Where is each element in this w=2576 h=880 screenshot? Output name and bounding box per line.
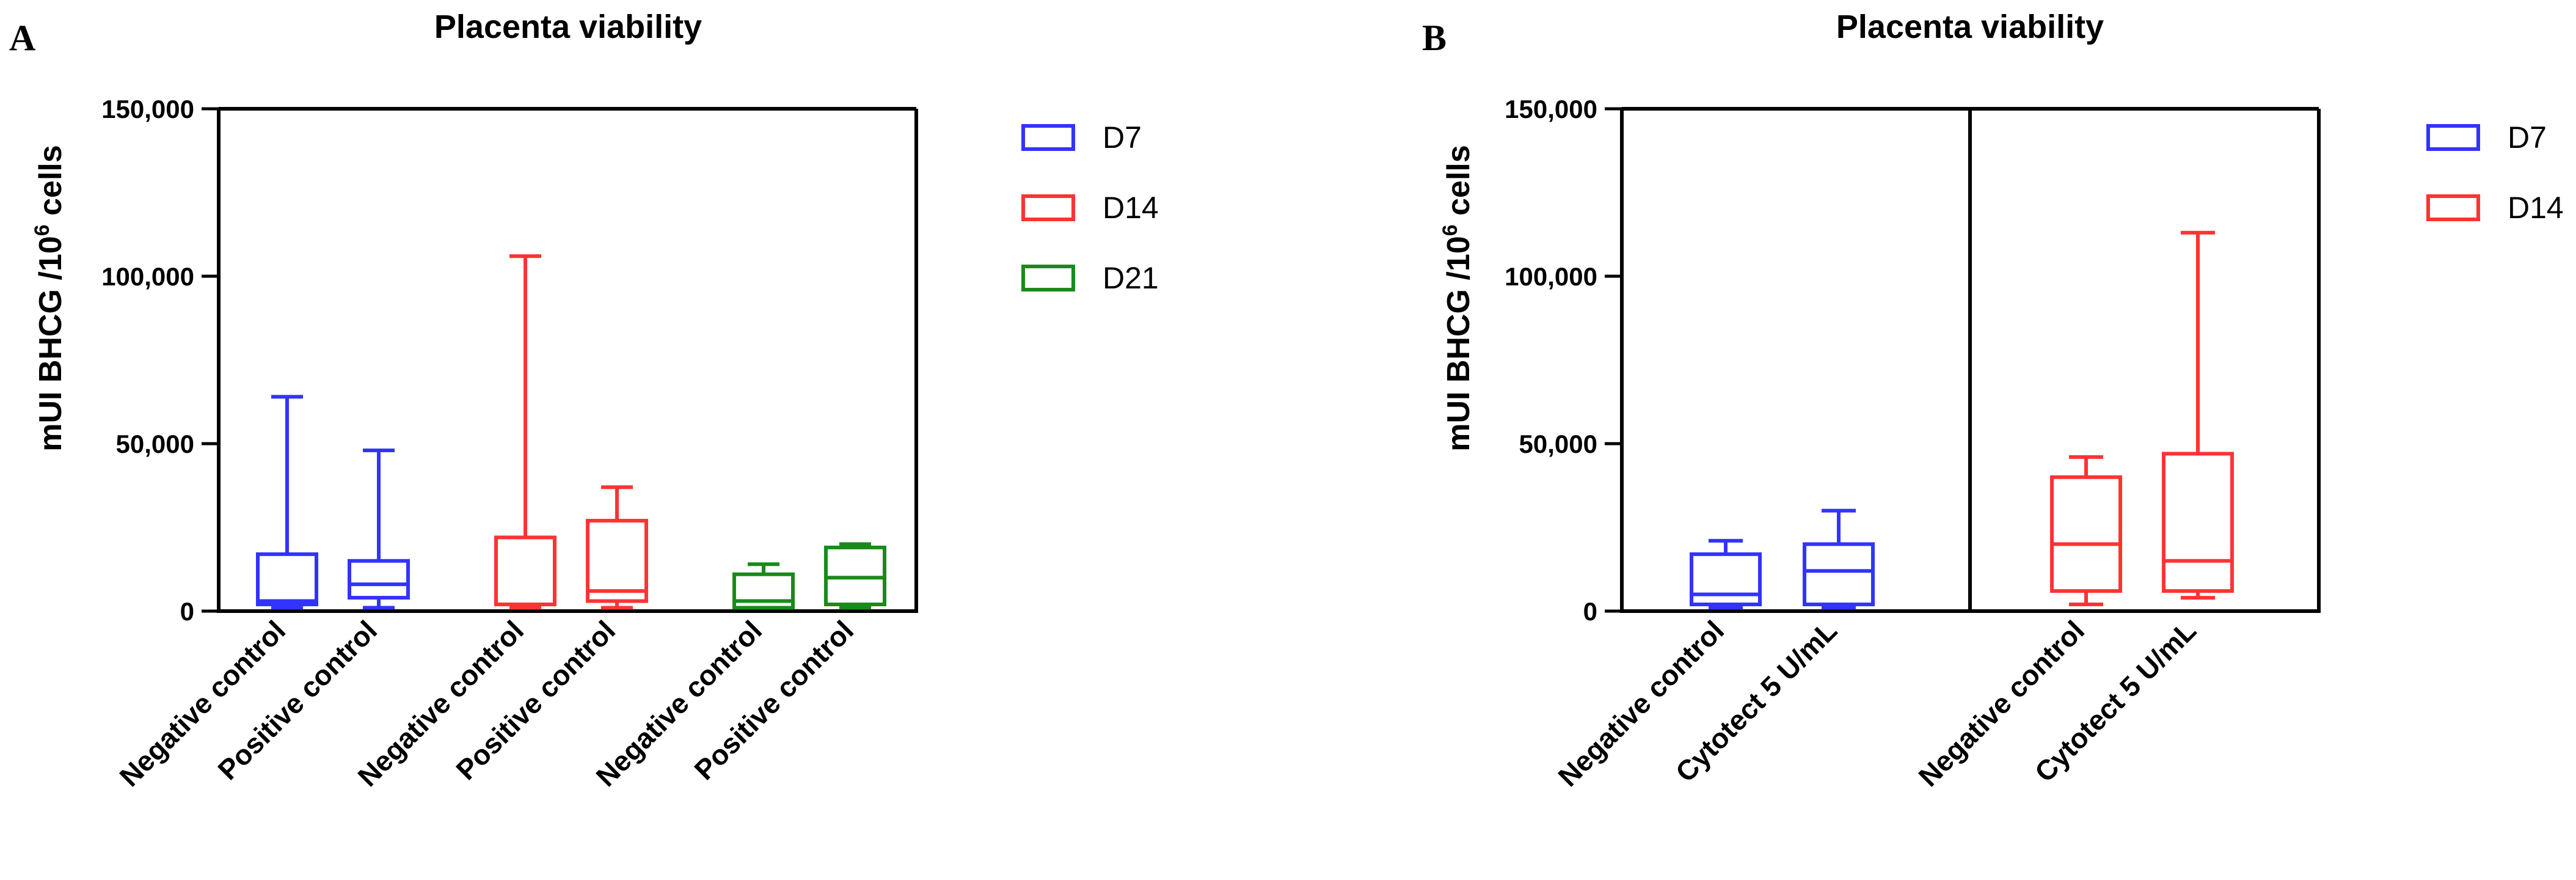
- panel-b-y-label-prefix: mUI BHCG /10: [1441, 236, 1476, 452]
- panel-a-y-tick-label: 100,000: [101, 262, 194, 291]
- box-plot: [348, 448, 410, 610]
- box-plot: [586, 485, 648, 610]
- panel-b-y-tick-label: 100,000: [1505, 262, 1597, 291]
- box-plot: [494, 254, 556, 610]
- panel-a-y-label-sup: 6: [31, 224, 54, 236]
- legend-swatch-d7: [2426, 124, 2480, 151]
- box-plot: [2162, 230, 2234, 600]
- panel-b-y-axis-label: mUI BHCG /106 cells: [1439, 145, 1476, 452]
- box-plot: [256, 395, 318, 610]
- panel-a-category-label: Positive control: [688, 614, 859, 786]
- panel-a-category-label: Positive control: [211, 614, 383, 786]
- panel-a-legend: D7 D14 D21: [1021, 120, 1159, 295]
- panel-b: B Placenta viability mUI BHCG /106 cells…: [1422, 9, 2564, 793]
- panel-b-legend: D7 D14: [2426, 120, 2564, 225]
- panel-a-y-ticks: 0 50,000 100,000 150,000: [101, 95, 219, 626]
- panel-a-y-axis-label: mUI BHCG /106 cells: [31, 145, 68, 452]
- panel-b-x-categories: Negative control Cytotect 5 U/mL Negativ…: [1552, 614, 2202, 793]
- panel-a-category-label: Positive control: [450, 614, 621, 786]
- panel-a-y-label-suffix: cells: [33, 145, 68, 224]
- panel-a-boxes: [256, 254, 886, 610]
- panel-b-title: Placenta viability: [1836, 9, 2104, 45]
- panel-a-x-categories: Negative control Positive control Negati…: [113, 614, 859, 793]
- panel-b-y-tick-label: 0: [1583, 597, 1597, 626]
- legend-label-d7: D7: [2508, 120, 2547, 155]
- box-plot: [1690, 538, 1762, 610]
- panel-a: A Placenta viability mUI BHCG /106 cells…: [9, 9, 1159, 793]
- box-iqr-rect: [2050, 475, 2122, 593]
- box-iqr-rect: [2162, 452, 2234, 593]
- box-iqr-rect: [1803, 542, 1875, 607]
- panel-b-y-tick-label: 50,000: [1519, 430, 1597, 458]
- legend-swatch-d7: [1021, 124, 1075, 151]
- panel-b-y-tick-label: 150,000: [1505, 95, 1597, 123]
- legend-swatch-d14: [2426, 194, 2480, 221]
- panel-b-label: B: [1422, 18, 1447, 58]
- box-iqr-rect: [732, 572, 795, 610]
- box-iqr-rect: [348, 559, 410, 600]
- box-plot: [824, 542, 886, 610]
- panel-a-y-label-prefix: mUI BHCG /10: [33, 236, 68, 452]
- panel-b-y-label-sup: 6: [1439, 224, 1462, 236]
- box-iqr-rect: [256, 552, 318, 607]
- panel-a-label: A: [9, 18, 35, 58]
- panel-a-category-label: Negative control: [113, 614, 291, 793]
- legend-label-d14: D14: [2508, 191, 2564, 225]
- box-plot: [1803, 508, 1875, 610]
- panel-a-y-tick-label: 150,000: [101, 95, 194, 123]
- panel-a-y-tick-label: 50,000: [116, 430, 194, 458]
- legend-label-d14: D14: [1103, 191, 1159, 225]
- panel-b-boxes: [1690, 230, 2234, 610]
- box-iqr-rect: [1690, 552, 1762, 607]
- box-plot: [2050, 455, 2122, 607]
- panel-b-y-ticks: 0 50,000 100,000 150,000: [1505, 95, 1622, 626]
- legend-swatch-d21: [1021, 265, 1075, 292]
- legend-label-d21: D21: [1103, 261, 1159, 295]
- box-plot: [732, 562, 795, 610]
- box-iqr-rect: [586, 519, 648, 603]
- panel-a-y-tick-label: 0: [180, 597, 194, 626]
- legend-swatch-d14: [1021, 194, 1075, 221]
- box-iqr-rect: [494, 535, 556, 607]
- panel-a-title: Placenta viability: [434, 9, 702, 45]
- panel-b-y-label-suffix: cells: [1441, 145, 1476, 224]
- legend-label-d7: D7: [1103, 120, 1142, 155]
